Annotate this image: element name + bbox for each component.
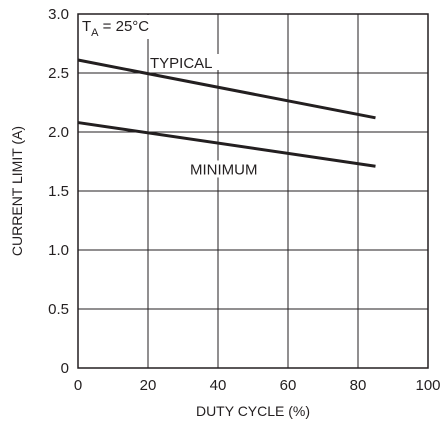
- annotation-suffix: = 25°C: [99, 18, 150, 35]
- series-line-minimum: [77, 121, 376, 168]
- y-tick-label: 2.5: [48, 65, 69, 82]
- grid: [78, 14, 428, 368]
- plot-frame: [77, 13, 429, 369]
- series-label-typical: TYPICAL: [150, 55, 213, 72]
- x-tick-label: 100: [415, 377, 440, 394]
- y-tick-label: 0.5: [48, 301, 69, 318]
- y-tick-label: 1.5: [48, 183, 69, 200]
- typical-label-background: [149, 54, 219, 70]
- y-tick-label: 3.0: [48, 6, 69, 23]
- y-tick-label: 2.0: [48, 124, 69, 141]
- x-tick-label: 20: [140, 377, 157, 394]
- annotation-background: [79, 15, 161, 39]
- series-line-typical: [77, 58, 376, 120]
- x-tick-labels: 0 20 40 60 80 100: [74, 377, 441, 394]
- x-tick-label: 40: [210, 377, 227, 394]
- y-axis-label: CURRENT LIMIT (A): [9, 126, 25, 256]
- y-tick-labels: 0 0.5 1.0 1.5 2.0 2.5 3.0: [48, 6, 69, 377]
- ambient-temperature-annotation: TA = 25°C: [82, 18, 149, 39]
- annotation-prefix: T: [82, 18, 91, 35]
- y-tick-label: 1.0: [48, 242, 69, 259]
- series-label-minimum: MINIMUM: [190, 161, 258, 178]
- y-tick-label: 0: [61, 360, 69, 377]
- x-tick-label: 80: [350, 377, 367, 394]
- x-tick-label: 0: [74, 377, 82, 394]
- x-tick-label: 60: [280, 377, 297, 394]
- minimum-label-background: [189, 160, 269, 178]
- series-lines: [77, 58, 376, 168]
- annotation-subscript: A: [91, 27, 99, 39]
- x-axis-label: DUTY CYCLE (%): [196, 403, 310, 419]
